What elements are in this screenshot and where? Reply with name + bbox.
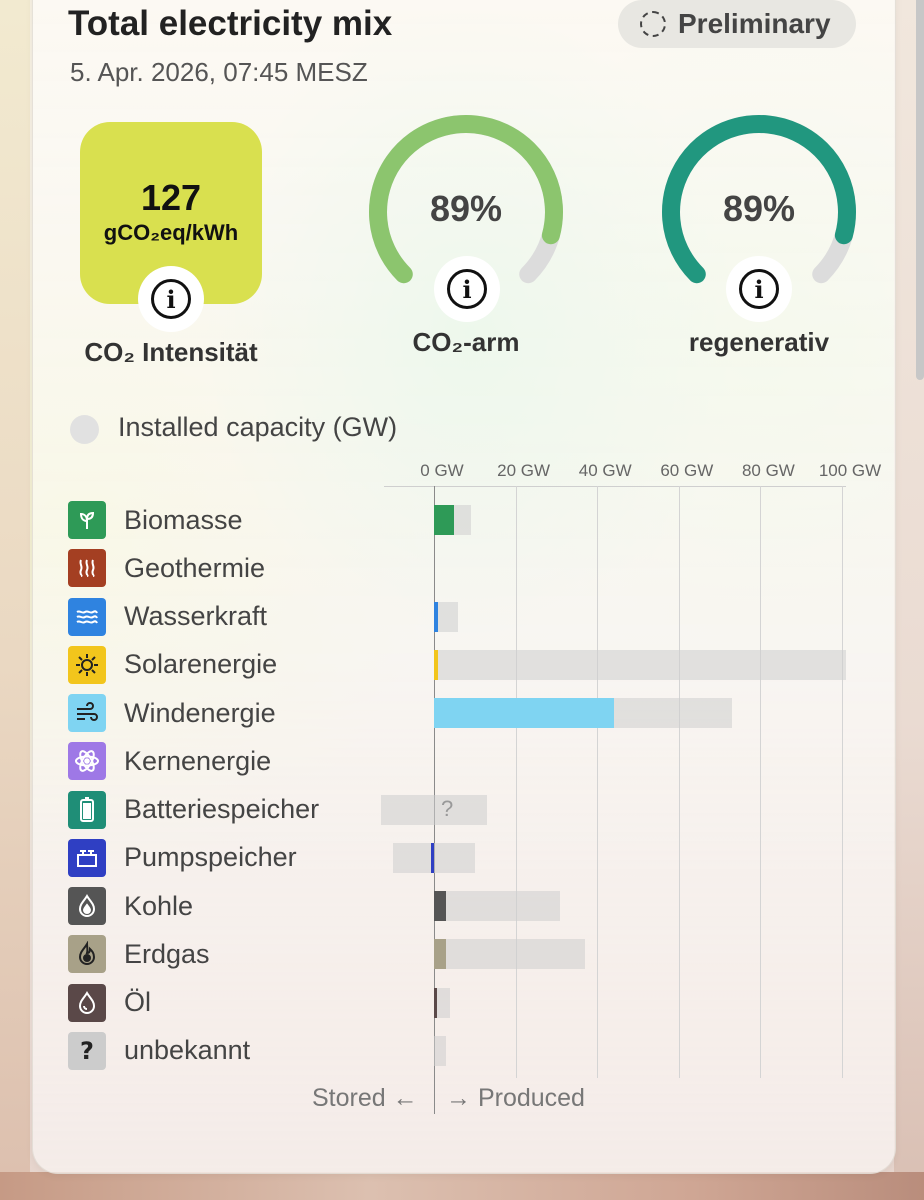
source-row[interactable]: Erdgas xyxy=(68,934,210,974)
axis-line xyxy=(384,486,846,487)
source-label: Kohle xyxy=(124,890,194,921)
renewable-info-button[interactable]: i xyxy=(726,256,792,322)
low-carbon-gauge xyxy=(369,115,563,284)
axis-tick-label: 80 GW xyxy=(741,461,795,480)
produced-bar[interactable] xyxy=(434,987,437,1018)
co2-intensity-unit: gCO₂eq/kWh xyxy=(103,220,239,245)
source-label: Pumpspeicher xyxy=(124,842,297,873)
info-icon: i xyxy=(151,279,191,319)
capacity-bar[interactable] xyxy=(434,891,561,921)
source-label: Kernenergie xyxy=(124,745,272,776)
background-bottom-strip xyxy=(0,1172,924,1200)
axis-tick-label: 20 GW xyxy=(497,461,551,480)
atom-icon xyxy=(68,742,106,781)
renewable-value: 89% xyxy=(722,188,796,229)
page-title: Total electricity mix xyxy=(68,4,393,43)
axis-tick-label: 40 GW xyxy=(578,461,632,480)
produced-bar[interactable] xyxy=(434,939,447,970)
source-label: unbekannt xyxy=(124,1035,251,1066)
grid-line xyxy=(597,486,599,1078)
installed-capacity-toggle[interactable] xyxy=(70,415,99,444)
background-edge-left xyxy=(0,0,30,1200)
source-label: Solarenergie xyxy=(124,649,278,680)
gauge-fill xyxy=(662,115,856,284)
preliminary-label: Preliminary xyxy=(678,8,831,39)
co2-info-button[interactable]: i xyxy=(138,266,204,332)
produced-label: → Produced xyxy=(446,1084,585,1112)
wind-icon xyxy=(68,694,106,732)
source-row[interactable]: Pumpspeicher xyxy=(68,838,297,878)
produced-bar[interactable] xyxy=(434,601,439,632)
axis-tick-label: 60 GW xyxy=(660,461,714,480)
produced-bar[interactable] xyxy=(434,649,439,680)
source-label: Batteriespeicher xyxy=(124,794,320,824)
coal-icon xyxy=(68,887,106,925)
gas-flame-icon xyxy=(68,935,106,974)
source-row[interactable]: Kohle xyxy=(68,886,193,926)
oil-drop-icon xyxy=(68,983,106,1022)
produced-bar[interactable] xyxy=(434,505,455,535)
heat-waves-icon xyxy=(68,549,106,588)
source-label: Windenergie xyxy=(124,697,276,728)
source-row[interactable]: Windenergie xyxy=(68,693,276,733)
source-label: Wasserkraft xyxy=(124,601,268,631)
low-carbon-label: CO₂-arm xyxy=(412,327,520,357)
unknown-value-mark: ? xyxy=(441,795,454,821)
capacity-bar[interactable] xyxy=(434,1035,447,1066)
capacity-bar[interactable] xyxy=(434,939,585,970)
axis-tick-label: 0 GW xyxy=(420,461,464,480)
source-row[interactable]: ? unbekannt xyxy=(68,1031,250,1071)
axis-tick-label: 100 GW xyxy=(818,461,882,480)
question-icon: ? xyxy=(68,1031,106,1070)
capacity-bar[interactable] xyxy=(434,649,847,680)
produced-bar[interactable] xyxy=(434,891,447,921)
info-icon: i xyxy=(447,269,487,309)
low-carbon-info-button[interactable]: i xyxy=(434,256,500,322)
renewable-gauge xyxy=(662,115,856,284)
renewable-label: regenerativ xyxy=(688,327,830,357)
source-row[interactable]: Solarenergie xyxy=(68,645,277,685)
water-waves-icon xyxy=(68,597,106,636)
source-label: Biomasse xyxy=(124,504,243,535)
grid-line xyxy=(515,486,517,1078)
timestamp: 5. Apr. 2026, 07:45 MESZ xyxy=(70,57,368,87)
source-row[interactable]: Öl xyxy=(68,983,151,1023)
capacity-bar[interactable] xyxy=(434,987,451,1018)
gauge-fill xyxy=(369,115,563,284)
co2-intensity-label: CO₂ Intensität xyxy=(84,337,258,367)
grid-line xyxy=(678,486,680,1078)
co2-intensity-value: 127 xyxy=(140,177,202,218)
installed-capacity-label[interactable]: Installed capacity (GW) xyxy=(118,412,398,442)
capacity-bar[interactable] xyxy=(434,601,459,632)
sun-icon xyxy=(68,645,106,684)
low-carbon-value: 89% xyxy=(429,188,503,229)
grid-line xyxy=(760,486,762,1078)
preliminary-chip[interactable]: Preliminary xyxy=(618,0,856,48)
source-row[interactable]: Batteriespeicher xyxy=(68,790,319,830)
source-label: Geothermie xyxy=(124,552,266,583)
produced-bar[interactable] xyxy=(434,698,614,728)
source-row[interactable]: Kernenergie xyxy=(68,741,271,781)
stored-bar[interactable] xyxy=(431,842,434,873)
capacity-bar[interactable] xyxy=(380,794,488,825)
source-label: Öl xyxy=(124,987,151,1017)
info-icon: i xyxy=(739,269,779,309)
leaf-icon xyxy=(68,501,106,539)
battery-icon xyxy=(68,790,106,829)
grid-line xyxy=(842,486,843,1078)
stored-label: Stored ← xyxy=(312,1084,418,1112)
source-label: Erdgas xyxy=(124,938,210,969)
dashed-circle-icon xyxy=(640,11,666,37)
pumped-storage-icon xyxy=(68,838,106,877)
scrollbar[interactable] xyxy=(916,0,924,380)
source-row[interactable]: Wasserkraft xyxy=(68,597,267,637)
source-row[interactable]: Geothermie xyxy=(68,548,265,588)
source-row[interactable]: Biomasse xyxy=(68,500,243,540)
